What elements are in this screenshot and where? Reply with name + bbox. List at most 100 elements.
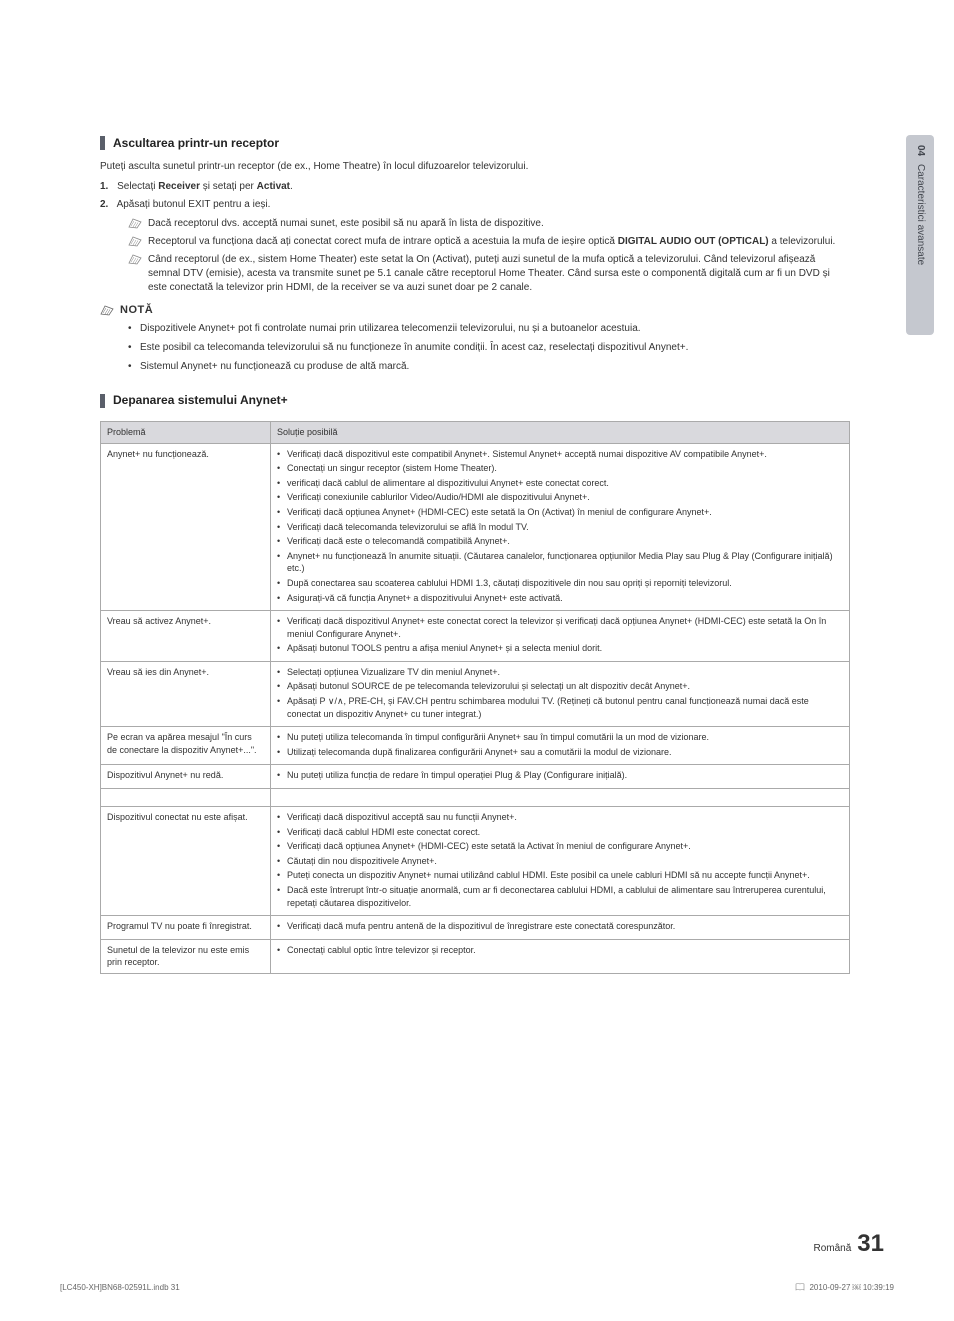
sub2-bold: DIGITAL AUDIO OUT (OPTICAL) xyxy=(618,236,769,247)
footer-right: 2010-09-27 ￼ 10:39:19 xyxy=(795,1282,894,1293)
solution-item: Verificați dacă mufa pentru antenă de la… xyxy=(277,920,843,933)
table-row: Dispozitivul conectat nu este afișat. Ver… xyxy=(101,807,850,916)
step2-text: Apăsați butonul EXIT pentru a ieși. xyxy=(117,199,271,210)
problem-cell: Sunetul de la televizor nu este emis pri… xyxy=(101,939,271,973)
section1-title: Ascultarea printr-un receptor xyxy=(113,135,279,152)
solution-item: Apăsați butonul TOOLS pentru a afișa men… xyxy=(277,642,843,655)
step1-b2: Activat xyxy=(257,181,290,192)
page-content: Ascultarea printr-un receptor Puteți asc… xyxy=(100,135,850,974)
side-tab: 04 Caracteristici avansate xyxy=(906,135,934,335)
step1-num: 1. xyxy=(100,181,108,192)
solution-item: Verificați dacă telecomanda televizorulu… xyxy=(277,521,843,534)
footer-left: [LC450-XH]BN68-02591L.indb 31 xyxy=(60,1282,180,1293)
sub-note-3: Când receptorul (de ex., sistem Home The… xyxy=(128,253,850,295)
solution-item: Utilizați telecomanda după finalizarea c… xyxy=(277,746,843,759)
solution-item: Anynet+ nu funcționează în anumite situa… xyxy=(277,550,843,575)
problem-cell: Dispozitivul Anynet+ nu redă. xyxy=(101,765,271,789)
solution-cell: Selectați opțiunea Vizualizare TV din me… xyxy=(271,661,850,726)
step1-mid: și setați per xyxy=(200,181,257,192)
book-icon xyxy=(795,1283,805,1291)
solution-item: Verificați dacă dispozitivul Anynet+ est… xyxy=(277,615,843,640)
nota-list: Dispozitivele Anynet+ pot fi controlate … xyxy=(128,322,850,374)
step1-post: . xyxy=(290,181,293,192)
section2-title: Depanarea sistemului Anynet+ xyxy=(113,392,288,409)
problem-cell: Anynet+ nu funcționează. xyxy=(101,443,271,611)
empty-cell xyxy=(271,789,850,807)
solution-cell: Nu puteți utiliza funcția de redare în t… xyxy=(271,765,850,789)
solution-item: Nu puteți utiliza funcția de redare în t… xyxy=(277,769,843,782)
section2: Depanarea sistemului Anynet+ Problemă So… xyxy=(100,392,850,974)
sub2-post: a televizorului. xyxy=(769,236,836,247)
solution-cell: Verificați dacă dispozitivul Anynet+ est… xyxy=(271,611,850,662)
section-bar xyxy=(100,136,105,150)
problem-cell: Programul TV nu poate fi înregistrat. xyxy=(101,916,271,940)
sub-note-2: Receptorul va funcționa dacă ați conecta… xyxy=(128,235,850,249)
empty-cell xyxy=(101,789,271,807)
step1-pre: Selectați xyxy=(117,181,158,192)
solution-cell: Nu puteți utiliza telecomanda în timpul … xyxy=(271,727,850,765)
side-tab-number: 04 xyxy=(913,145,927,156)
step1-b1: Receiver xyxy=(158,181,200,192)
solution-item: Căutați din nou dispozitivele Anynet+. xyxy=(277,855,843,868)
note-icon xyxy=(100,304,114,316)
step-2: 2. Apăsați butonul EXIT pentru a ieși. D… xyxy=(100,198,850,295)
steps-list: 1. Selectați Receiver și setați per Acti… xyxy=(100,180,850,295)
footer-lang: Română xyxy=(813,1242,851,1256)
note-icon xyxy=(128,253,142,265)
solution-item: Verificați dacă opțiunea Anynet+ (HDMI-C… xyxy=(277,506,843,519)
solution-item: Conectați cablul optic între televizor ș… xyxy=(277,944,843,957)
solution-item: Verificați dacă opțiunea Anynet+ (HDMI-C… xyxy=(277,840,843,853)
solution-item: Apăsați butonul SOURCE de pe telecomanda… xyxy=(277,680,843,693)
solution-cell: Verificați dacă dispozitivul acceptă sau… xyxy=(271,807,850,916)
table-row: Programul TV nu poate fi înregistrat. Ver… xyxy=(101,916,850,940)
problem-cell: Vreau să ies din Anynet+. xyxy=(101,661,271,726)
nota-header: NOTĂ xyxy=(100,303,850,318)
step-1: 1. Selectați Receiver și setați per Acti… xyxy=(100,180,850,194)
solution-item: Verificați dacă dispozitivul este compat… xyxy=(277,448,843,461)
sub1-text: Dacă receptorul dvs. acceptă numai sunet… xyxy=(148,217,544,231)
note-icon xyxy=(128,235,142,247)
table-row: Vreau să ies din Anynet+. Selectați opțiu… xyxy=(101,661,850,726)
solution-item: Verificați conexiunile cablurilor Video/… xyxy=(277,491,843,504)
table-row: Sunetul de la televizor nu este emis pri… xyxy=(101,939,850,973)
th-problem: Problemă xyxy=(101,421,271,443)
nota-item-1: Dispozitivele Anynet+ pot fi controlate … xyxy=(128,322,850,336)
sub3-text: Când receptorul (de ex., sistem Home The… xyxy=(148,253,850,295)
page-number: 31 xyxy=(857,1227,884,1261)
page-footer: Română 31 xyxy=(813,1227,884,1261)
solution-item: verificați dacă cablul de alimentare al … xyxy=(277,477,843,490)
solution-item: Puteți conecta un dispozitiv Anynet+ num… xyxy=(277,869,843,882)
sub2-text: Receptorul va funcționa dacă ați conecta… xyxy=(148,235,835,249)
table-row: Dispozitivul Anynet+ nu redă. Nu puteți u… xyxy=(101,765,850,789)
nota-item-2: Este posibil ca telecomanda televizorulu… xyxy=(128,341,850,355)
footer-right-text: 2010-09-27 ￼ 10:39:19 xyxy=(809,1282,894,1293)
solution-item: Selectați opțiunea Vizualizare TV din me… xyxy=(277,666,843,679)
solution-item: Nu puteți utiliza telecomanda în timpul … xyxy=(277,731,843,744)
table-row-empty xyxy=(101,789,850,807)
solution-cell: Verificați dacă dispozitivul este compat… xyxy=(271,443,850,611)
solution-item: Conectați un singur receptor (sistem Hom… xyxy=(277,462,843,475)
troubleshoot-table: Problemă Soluție posibilă Anynet+ nu fun… xyxy=(100,421,850,974)
table-row: Anynet+ nu funcționează. Verificați dacă … xyxy=(101,443,850,611)
section1-intro: Puteți asculta sunetul printr-un recepto… xyxy=(100,160,850,174)
solution-item: Apăsați P ∨/∧, PRE-CH, și FAV.CH pentru … xyxy=(277,695,843,720)
solution-item: După conectarea sau scoaterea cablului H… xyxy=(277,577,843,590)
solution-cell: Verificați dacă mufa pentru antenă de la… xyxy=(271,916,850,940)
side-tab-label: Caracteristici avansate xyxy=(913,164,927,265)
th-solution: Soluție posibilă xyxy=(271,421,850,443)
nota-label: NOTĂ xyxy=(120,303,153,318)
solution-item: Verificați dacă dispozitivul acceptă sau… xyxy=(277,811,843,824)
nota-item-3: Sistemul Anynet+ nu funcționează cu prod… xyxy=(128,360,850,374)
sub-note-1: Dacă receptorul dvs. acceptă numai sunet… xyxy=(128,217,850,231)
note-icon xyxy=(128,217,142,229)
problem-cell: Pe ecran va apărea mesajul "În curs de c… xyxy=(101,727,271,765)
table-row: Pe ecran va apărea mesajul "În curs de c… xyxy=(101,727,850,765)
solution-item: Verificați dacă este o telecomandă compa… xyxy=(277,535,843,548)
solution-cell: Conectați cablul optic între televizor ș… xyxy=(271,939,850,973)
problem-cell: Vreau să activez Anynet+. xyxy=(101,611,271,662)
section2-header: Depanarea sistemului Anynet+ xyxy=(100,392,850,409)
problem-cell: Dispozitivul conectat nu este afișat. xyxy=(101,807,271,916)
sub2-pre: Receptorul va funcționa dacă ați conecta… xyxy=(148,236,618,247)
solution-item: Asigurați-vă că funcția Anynet+ a dispoz… xyxy=(277,592,843,605)
section-bar xyxy=(100,394,105,408)
